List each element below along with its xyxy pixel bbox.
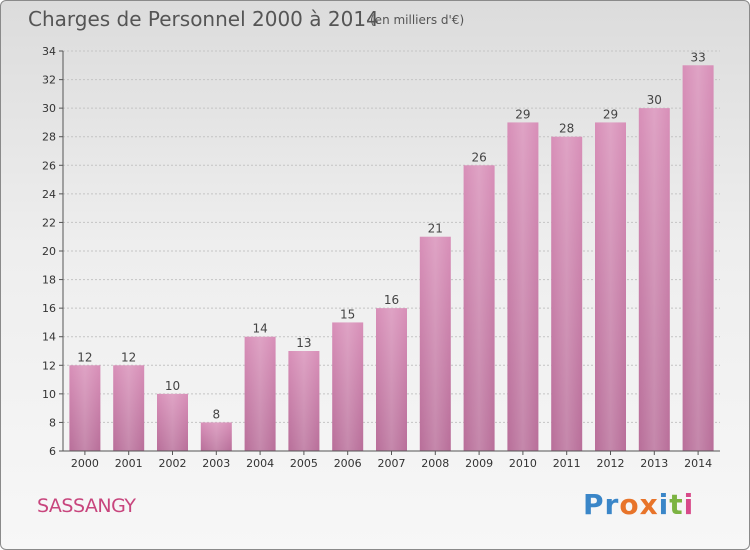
logo-letter: r [604,488,620,521]
data-label: 15 [340,307,355,321]
logo-letter: o [619,488,640,521]
x-tick-label: 2012 [597,457,625,470]
bar-highlight [419,236,451,451]
y-tick-label: 6 [49,445,56,458]
bar-highlight [682,65,714,452]
x-tick-label: 2010 [509,457,537,470]
logo-letter: i [683,488,695,521]
x-tick-label: 2006 [334,457,362,470]
bar-highlight [244,336,276,451]
x-tick-label: 2007 [378,457,406,470]
bar-highlight [376,308,407,451]
data-label: 29 [515,107,530,121]
data-label: 12 [77,350,92,364]
bar-highlight [157,393,188,451]
data-label: 12 [121,350,136,364]
y-tick-label: 24 [42,188,56,201]
axis-layer: 6 8 10 12 14 16 18 20 22 24 26 28 30 32 34 [42,45,720,458]
bar-highlight [638,108,670,452]
commune-name: SASSANGY [37,495,136,517]
y-tick-label: 10 [42,388,56,401]
y-tick-label: 28 [42,131,56,144]
logo-letter: t [669,488,684,521]
bar-highlight [463,165,495,452]
bar-highlight [113,365,145,451]
bar-highlight [551,136,583,451]
x-tick-label: 2009 [465,457,493,470]
data-label: 26 [471,150,486,164]
data-label: 8 [212,407,220,421]
logo-letter: i [658,488,670,521]
data-label: 28 [559,122,574,136]
x-tick-label: 2011 [553,457,581,470]
labels-layer: 2000 12 2001 12 2002 10 2003 8 2004 14 2005 13 2006 1… [71,50,712,470]
x-tick-label: 2013 [640,457,668,470]
y-tick-label: 30 [42,102,56,115]
y-tick-label: 14 [42,331,56,344]
proxiti-logo: Proxiti [583,488,694,521]
data-label: 21 [428,222,443,236]
bar-highlight [507,122,539,451]
data-label: 30 [647,93,662,107]
chart-unit-note: (en milliers d'€) [370,13,465,27]
x-tick-label: 2002 [159,457,187,470]
y-tick-label: 16 [42,302,56,315]
x-tick-label: 2001 [115,457,143,470]
bar-highlight [595,122,626,451]
x-tick-label: 2005 [290,457,318,470]
logo-letter: x [639,488,659,521]
x-tick-label: 2004 [246,457,274,470]
y-tick-label: 12 [42,359,56,372]
x-tick-label: 2014 [684,457,712,470]
y-tick-label: 34 [42,45,56,58]
y-tick-label: 8 [49,416,56,429]
bar-highlight [69,365,101,451]
data-label: 29 [603,107,618,121]
x-tick-label: 2003 [202,457,230,470]
data-label: 16 [384,293,399,307]
bar-highlight [332,322,364,451]
bars-layer [69,65,714,452]
data-label: 33 [690,50,705,64]
y-tick-label: 32 [42,74,56,87]
y-tick-label: 20 [42,245,56,258]
data-label: 14 [252,322,267,336]
logo-letter: P [583,488,605,521]
data-label: 10 [165,379,180,393]
y-tick-label: 18 [42,274,56,287]
x-tick-label: 2000 [71,457,99,470]
y-tick-label: 22 [42,216,56,229]
bar-highlight [200,422,232,451]
x-tick-label: 2008 [421,457,449,470]
data-label: 13 [296,336,311,350]
chart-title: Charges de Personnel 2000 à 2014 [28,7,379,31]
y-tick-label: 26 [42,159,56,172]
bar-highlight [288,351,320,451]
